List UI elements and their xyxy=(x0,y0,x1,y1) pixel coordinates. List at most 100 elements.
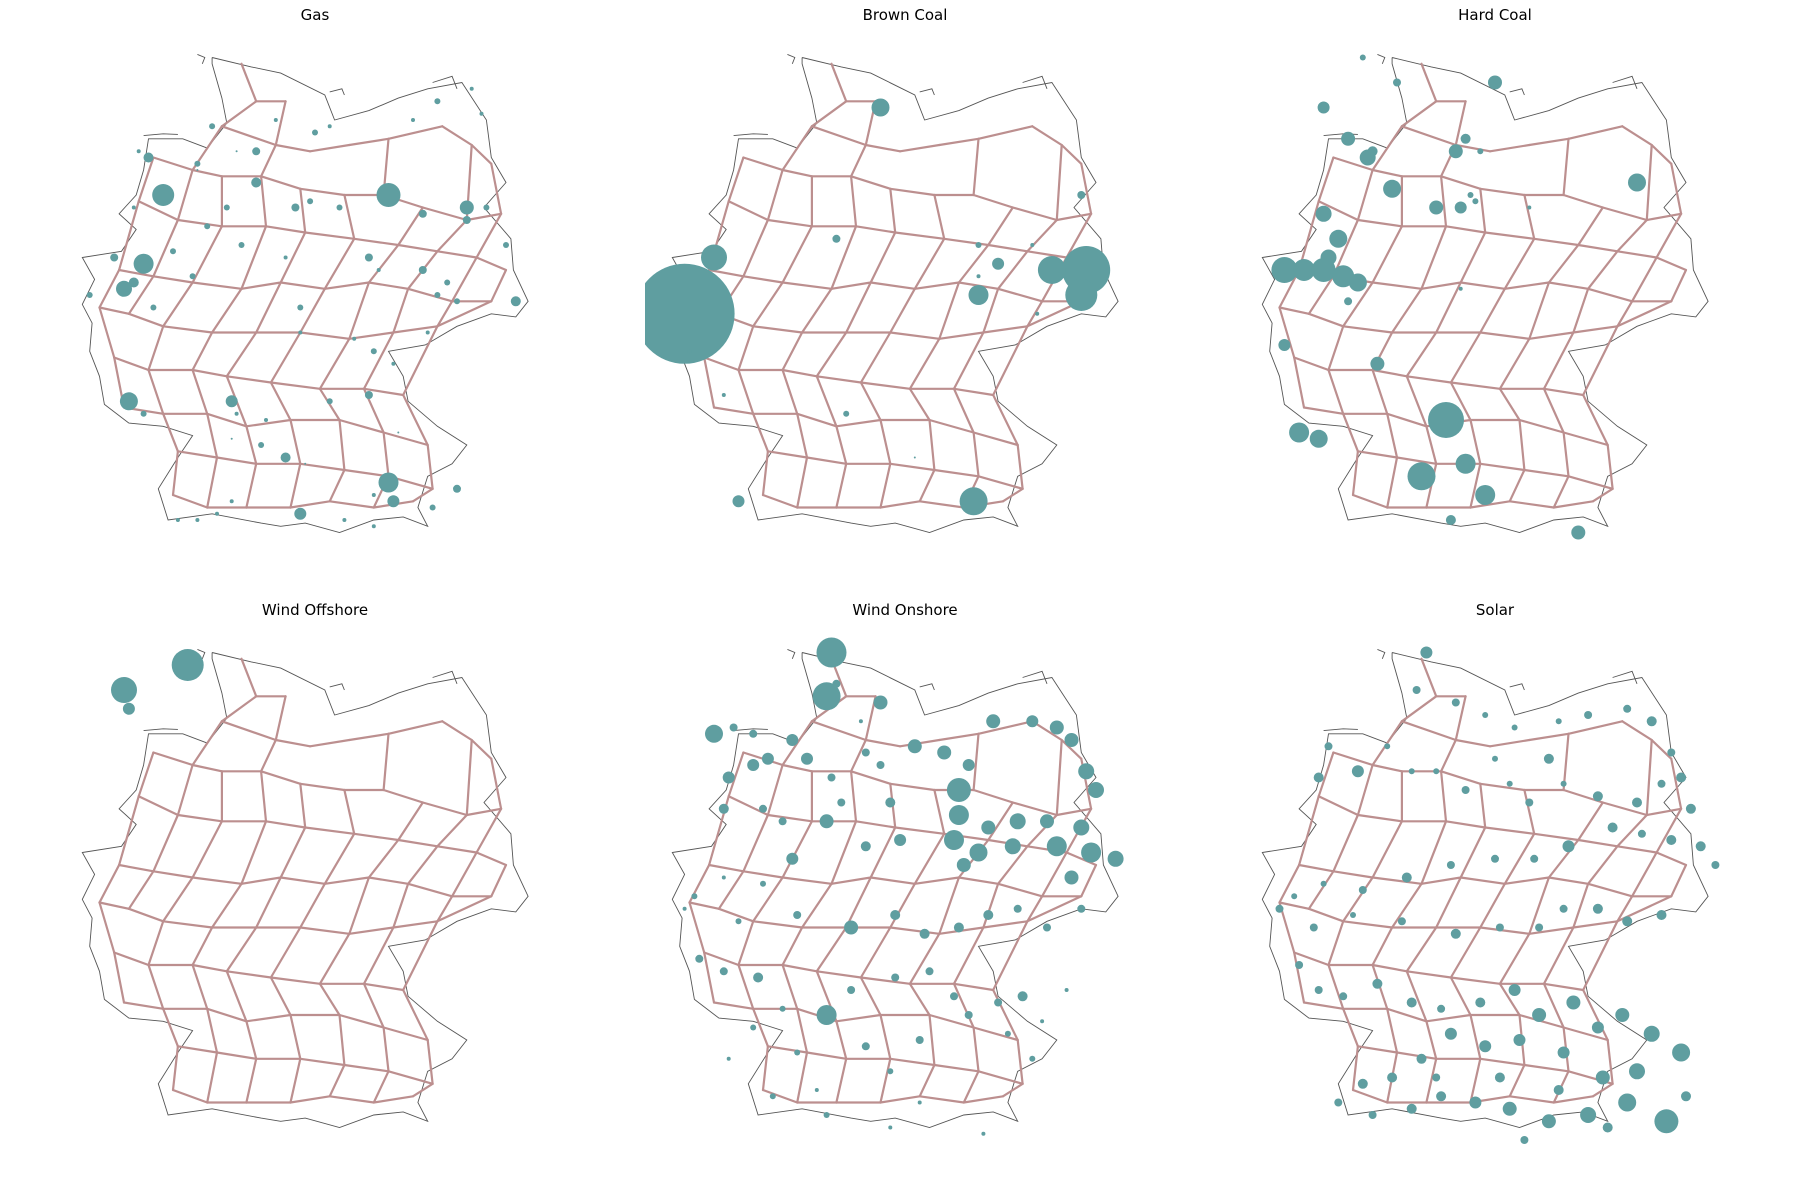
transmission-line xyxy=(191,926,214,967)
transmission-line xyxy=(835,1020,848,1060)
capacity-bubble xyxy=(1077,904,1086,913)
transmission-line xyxy=(1026,895,1083,923)
transmission-line xyxy=(1041,851,1068,898)
capacity-bubble xyxy=(136,149,141,154)
capacity-bubble xyxy=(1591,1021,1604,1034)
capacity-bubble xyxy=(204,223,211,230)
capacity-bubble xyxy=(1445,515,1456,525)
transmission-line xyxy=(127,870,155,910)
transmission-line xyxy=(952,982,995,992)
transmission-line xyxy=(742,156,784,172)
transmission-line xyxy=(1302,406,1345,415)
capacity-bubble xyxy=(1502,1101,1517,1116)
capacity-bubble xyxy=(981,1131,986,1136)
capacity-bubble xyxy=(1065,279,1098,311)
capacity-bubble xyxy=(861,1042,870,1051)
transmission-line xyxy=(1562,1026,1609,1042)
transmission-line xyxy=(1454,100,1467,147)
capacity-bubble xyxy=(391,361,396,366)
transmission-line xyxy=(1670,268,1688,303)
transmission-line xyxy=(304,826,356,835)
transmission-line xyxy=(269,926,302,979)
capacity-bubble xyxy=(1049,720,1064,735)
transmission-line xyxy=(761,493,799,509)
transmission-line xyxy=(1425,1057,1438,1104)
transmission-line xyxy=(781,820,813,879)
capacity-bubble xyxy=(1460,133,1471,144)
transmission-line xyxy=(1435,281,1462,334)
transmission-line xyxy=(470,738,493,760)
transmission-line xyxy=(727,200,770,222)
transmission-line xyxy=(1327,368,1345,415)
transmission-line xyxy=(343,468,390,478)
capacity-bubble xyxy=(479,111,484,116)
transmission-line xyxy=(1562,732,1570,792)
transmission-line xyxy=(810,100,848,128)
transmission-line xyxy=(1582,920,1619,992)
transmission-line xyxy=(703,951,740,967)
transmission-line xyxy=(864,143,902,153)
transmission-line xyxy=(1508,1063,1526,1098)
capacity-bubble xyxy=(1064,733,1079,747)
transmission-line xyxy=(1317,156,1335,203)
transmission-line xyxy=(1582,393,1609,447)
capacity-bubble xyxy=(235,150,238,153)
transmission-line xyxy=(353,237,400,247)
transmission-line xyxy=(220,125,277,147)
transmission-line xyxy=(835,425,848,465)
transmission-line xyxy=(1547,243,1580,284)
transmission-line xyxy=(977,720,1034,735)
transmission-line xyxy=(1307,312,1345,328)
capacity-bubble xyxy=(336,204,343,211)
transmission-line xyxy=(279,281,326,290)
capacity-bubble xyxy=(1341,131,1356,146)
transmission-line xyxy=(1371,876,1423,885)
transmission-line xyxy=(1503,876,1550,885)
transmission-line xyxy=(1371,963,1408,973)
transmission-line xyxy=(382,732,390,792)
transmission-line xyxy=(1616,250,1658,259)
transmission-line xyxy=(191,876,243,885)
transmission-line xyxy=(127,907,165,923)
transmission-line xyxy=(688,901,706,954)
transmission-line xyxy=(1449,926,1482,979)
transmission-line xyxy=(353,832,400,842)
capacity-bubble xyxy=(1030,243,1035,247)
capacity-bubble xyxy=(1408,768,1415,775)
transmission-line xyxy=(152,218,180,278)
capacity-bubble xyxy=(925,967,934,976)
island-outline xyxy=(197,53,206,64)
transmission-line xyxy=(1606,443,1614,490)
transmission-line xyxy=(1371,281,1423,290)
capacity-bubble xyxy=(1676,772,1687,783)
transmission-line xyxy=(436,300,454,328)
transmission-line xyxy=(859,331,892,384)
capacity-bubble xyxy=(1081,842,1102,863)
transmission-line xyxy=(1371,820,1403,879)
transmission-line xyxy=(1562,137,1570,197)
capacity-bubble xyxy=(812,682,841,711)
transmission-line xyxy=(1562,431,1609,447)
country-border xyxy=(81,57,529,533)
transmission-line xyxy=(289,500,331,509)
transmission-line xyxy=(752,281,784,328)
transmission-line xyxy=(1547,281,1590,290)
transmission-line xyxy=(1606,1038,1614,1085)
transmission-line xyxy=(1440,175,1482,190)
transmission-line xyxy=(1031,125,1063,147)
transmission-line xyxy=(1552,500,1595,509)
transmission-line xyxy=(859,926,892,979)
capacity-bubble xyxy=(1401,872,1412,883)
capacity-bubble xyxy=(251,177,262,188)
transmission-line xyxy=(1395,1051,1438,1060)
capacity-bubble xyxy=(890,910,901,920)
transmission-line xyxy=(1405,331,1438,378)
transmission-line xyxy=(117,200,140,272)
transmission-line xyxy=(1449,381,1472,422)
transmission-line xyxy=(889,462,936,472)
transmission-line xyxy=(1503,281,1550,290)
capacity-bubble xyxy=(969,843,988,862)
transmission-line xyxy=(1533,832,1580,842)
capacity-bubble xyxy=(280,452,291,463)
transmission-line xyxy=(269,381,321,390)
